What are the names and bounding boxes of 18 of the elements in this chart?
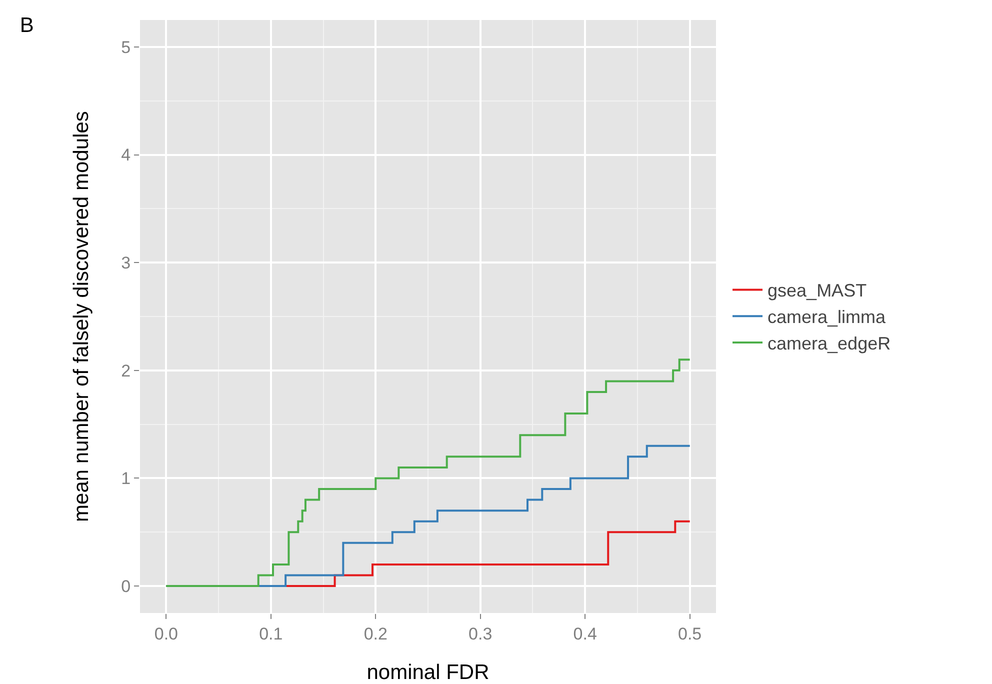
x-tick-label: 0.5 (678, 624, 702, 644)
x-tick-label: 0.1 (259, 624, 283, 644)
x-tick-label: 0.3 (468, 624, 492, 644)
y-tick-label: 0 (121, 577, 131, 596)
legend-label: camera_edgeR (768, 334, 891, 354)
legend-label: gsea_MAST (768, 280, 867, 301)
y-tick-label: 3 (121, 254, 131, 273)
x-tick-label: 0.0 (154, 624, 178, 644)
legend-label: camera_limma (768, 307, 887, 328)
chart-title: B (20, 14, 34, 37)
y-axis-title: mean number of falsely discovered modules (70, 111, 93, 522)
y-tick-label: 5 (121, 38, 131, 57)
y-tick-label: 1 (121, 469, 131, 488)
y-tick-label: 4 (121, 146, 131, 165)
y-tick-label: 2 (121, 361, 131, 380)
x-tick-label: 0.2 (364, 624, 388, 644)
x-tick-label: 0.4 (573, 624, 597, 644)
x-axis-title: nominal FDR (366, 661, 490, 684)
